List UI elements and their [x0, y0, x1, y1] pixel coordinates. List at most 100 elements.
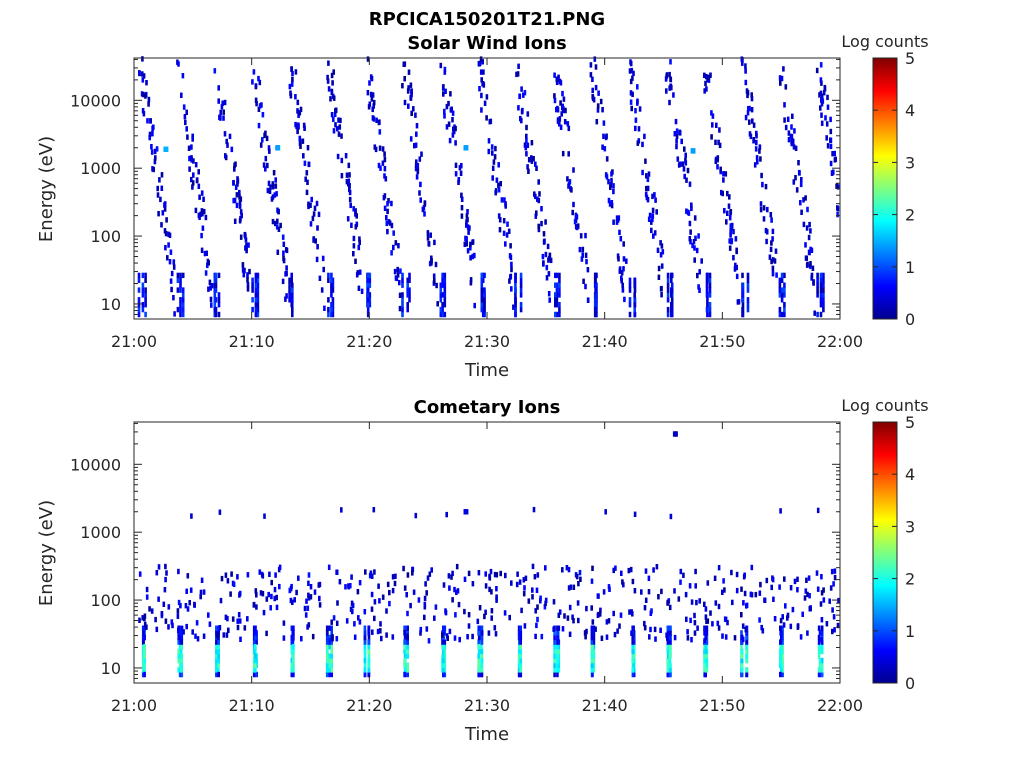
heatmap-cell [305, 170, 309, 176]
heatmap-cell [353, 634, 357, 640]
heatmap-cell [262, 609, 266, 616]
heatmap-cell [514, 302, 517, 308]
heatmap-cell [820, 644, 824, 650]
heatmap-cell [572, 167, 575, 173]
heatmap-cell [490, 144, 494, 150]
colorbar-tick-label: 4 [905, 465, 915, 484]
heatmap-cell [217, 653, 220, 659]
heatmap-cell [448, 585, 451, 591]
heatmap-cell [385, 220, 389, 227]
heatmap-cell [398, 279, 401, 286]
heatmap-cell [328, 657, 331, 664]
heatmap-cell [820, 80, 823, 86]
heatmap-cell [141, 653, 145, 659]
heatmap-cell [623, 296, 626, 303]
heatmap-cell [686, 635, 690, 641]
x-tick-label: 22:00 [817, 332, 863, 351]
heatmap-cell [792, 144, 796, 150]
heatmap-cell [375, 117, 378, 123]
heatmap-cell [509, 274, 512, 280]
heatmap-cell [419, 630, 422, 636]
heatmap-cell [825, 121, 829, 127]
heatmap-cell [288, 282, 291, 288]
heatmap-cell [822, 297, 825, 303]
heatmap-cell [484, 609, 487, 615]
heatmap-cell [622, 241, 625, 247]
heatmap-cell [672, 92, 675, 98]
heatmap-cell [480, 92, 483, 99]
heatmap-cell [401, 297, 404, 303]
heatmap-cell [346, 216, 350, 222]
heatmap-cell [311, 633, 315, 640]
heatmap-cell [508, 278, 511, 284]
heatmap-cell [215, 653, 218, 659]
heatmap-cell [215, 671, 218, 678]
heatmap-cell [367, 671, 370, 678]
heatmap-cell [548, 252, 552, 258]
heatmap-cell [556, 625, 559, 631]
heatmap-cell [263, 513, 266, 519]
heatmap-cell [260, 102, 263, 108]
heatmap-cell [272, 170, 276, 176]
heatmap-cell [406, 662, 409, 668]
heatmap-cell [759, 156, 762, 162]
heatmap-cell [441, 292, 444, 298]
heatmap-cell [367, 630, 370, 636]
heatmap-cell [427, 638, 431, 644]
heatmap-cell [618, 268, 622, 274]
heatmap-cell [508, 614, 511, 621]
heatmap-cell [732, 255, 735, 261]
heatmap-cell [488, 575, 492, 581]
heatmap-cell [149, 118, 152, 124]
heatmap-cell [327, 277, 330, 283]
heatmap-cell [697, 284, 700, 290]
heatmap-cell [770, 258, 773, 265]
heatmap-cell [740, 644, 743, 650]
heatmap-cell [704, 634, 707, 641]
heatmap-cell [683, 173, 686, 180]
heatmap-cell [669, 648, 672, 655]
heatmap-cell [371, 629, 374, 635]
heatmap-cell [817, 671, 821, 678]
heatmap-cell [161, 210, 165, 216]
heatmap-cell [705, 277, 709, 283]
heatmap-cell [330, 292, 333, 298]
heatmap-cell [377, 162, 381, 169]
heatmap-cell [791, 606, 795, 613]
heatmap-cell [471, 253, 474, 260]
heatmap-cell [451, 597, 454, 603]
heatmap-cell [553, 639, 556, 645]
heatmap-cell [327, 311, 330, 318]
heatmap-cell [261, 591, 265, 597]
heatmap-cell [797, 160, 800, 166]
heatmap-cell [746, 110, 750, 116]
heatmap-cell [142, 625, 145, 631]
heatmap-cell [352, 243, 356, 249]
heatmap-cell [372, 103, 375, 109]
heatmap-cell [465, 145, 469, 151]
heatmap-cell [629, 78, 633, 85]
heatmap-cell [420, 151, 423, 157]
heatmap-cell [425, 626, 429, 632]
heatmap-cell [633, 287, 637, 293]
heatmap-cell [222, 115, 225, 121]
heatmap-cell [466, 216, 469, 223]
heatmap-cell [609, 184, 612, 190]
heatmap-cell [409, 602, 412, 609]
heatmap-cell [627, 567, 631, 574]
heatmap-cell [519, 625, 522, 631]
heatmap-cell [494, 188, 498, 194]
heatmap-cell [744, 114, 748, 121]
heatmap-cell [706, 580, 710, 586]
heatmap-cell [276, 218, 279, 224]
x-axis-label-cometary: Time [464, 724, 509, 745]
heatmap-cell [519, 292, 523, 298]
heatmap-cell [520, 86, 523, 92]
heatmap-cell [516, 71, 520, 77]
heatmap-cell [176, 287, 180, 293]
heatmap-cell [406, 306, 409, 313]
heatmap-cell [545, 264, 549, 271]
heatmap-cell [647, 171, 651, 177]
heatmap-cell [414, 165, 418, 172]
